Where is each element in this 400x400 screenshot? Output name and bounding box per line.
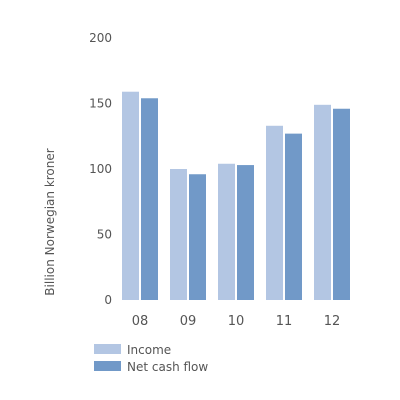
bar-net-cash-flow-12 — [333, 108, 350, 301]
bar-net-cash-flow-10 — [237, 165, 254, 300]
y-axis-title: Billion Norwegian kroner — [43, 148, 57, 295]
bars — [122, 91, 350, 301]
x-tick-label: 10 — [228, 314, 245, 329]
bar-income-10 — [218, 163, 235, 300]
y-tick-label: 0 — [104, 293, 112, 307]
bar-net-cash-flow-08 — [141, 98, 158, 300]
y-tick-label: 200 — [89, 31, 112, 45]
y-tick-label: 50 — [97, 228, 112, 242]
bar-income-08 — [122, 91, 139, 301]
legend: Income Net cash flow — [94, 343, 208, 374]
legend-label: Net cash flow — [127, 360, 208, 374]
bar-net-cash-flow-09 — [189, 174, 206, 300]
y-axis-ticks: 0 50 100 150 200 — [89, 31, 112, 307]
bar-net-cash-flow-11 — [285, 133, 302, 300]
x-axis-ticks: 08 09 10 11 12 — [132, 314, 341, 329]
x-tick-label: 12 — [324, 314, 341, 329]
x-tick-label: 09 — [180, 314, 197, 329]
legend-label: Income — [127, 343, 171, 357]
bar-income-09 — [170, 169, 187, 300]
x-tick-label: 11 — [276, 314, 293, 329]
bar-income-11 — [266, 125, 283, 301]
legend-swatch — [94, 344, 121, 354]
y-tick-label: 100 — [89, 162, 112, 176]
legend-swatch — [94, 361, 121, 371]
x-tick-label: 08 — [132, 314, 149, 329]
bar-income-12 — [314, 104, 331, 300]
y-tick-label: 150 — [89, 97, 112, 111]
